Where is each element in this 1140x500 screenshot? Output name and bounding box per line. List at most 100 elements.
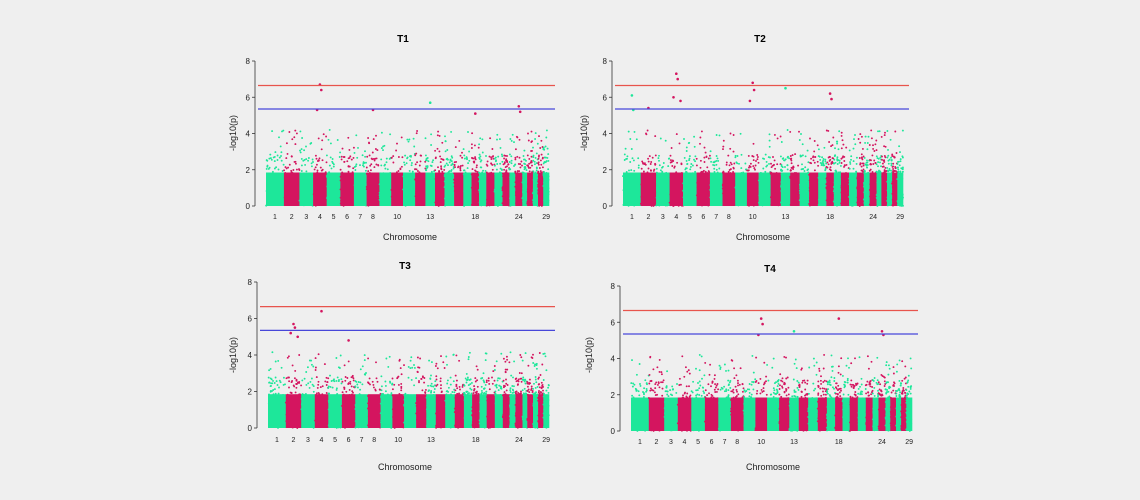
snp-point: [899, 170, 902, 173]
snp-point: [510, 162, 513, 165]
snp-point: [680, 163, 683, 166]
snp-point: [389, 133, 392, 136]
snp-point: [337, 366, 340, 369]
snp-dense-band: [416, 394, 427, 428]
snp-point: [686, 162, 689, 165]
snp-point: [444, 164, 447, 167]
snp-point: [340, 378, 343, 381]
snp-point: [419, 357, 422, 360]
snp-point: [860, 135, 863, 138]
snp-dense-band: [301, 394, 316, 428]
snp-point: [901, 166, 904, 169]
snp-point: [352, 156, 355, 159]
snp-point: [451, 156, 454, 159]
snp-point: [810, 157, 813, 160]
snp-point: [829, 158, 832, 161]
snp-point: [295, 168, 298, 171]
snp-point: [331, 386, 334, 389]
snp-point: [392, 161, 395, 164]
snp-point: [411, 170, 414, 173]
snp-point: [314, 366, 317, 369]
snp-point: [812, 155, 815, 158]
snp-dense-band: [683, 172, 697, 206]
snp-point: [491, 155, 494, 158]
snp-point: [440, 157, 443, 160]
snp-point: [495, 159, 498, 162]
snp-point: [671, 165, 674, 167]
snp-point: [420, 154, 423, 157]
snp-point: [667, 157, 670, 160]
snp-point: [658, 159, 660, 162]
snp-point: [657, 157, 660, 160]
snp-point: [300, 384, 303, 387]
snp-point: [339, 168, 342, 171]
peak-snp-point: [672, 96, 675, 99]
snp-point: [783, 159, 786, 162]
snp-point: [472, 392, 475, 395]
snp-point: [768, 162, 770, 165]
snp-point: [407, 365, 410, 368]
snp-point: [351, 375, 354, 378]
snp-point: [816, 160, 819, 163]
snp-point: [355, 134, 358, 137]
snp-point: [317, 391, 320, 394]
snp-point: [269, 157, 272, 160]
snp-point: [659, 169, 662, 172]
snp-point: [476, 368, 479, 371]
snp-point: [409, 159, 412, 162]
snp-point: [531, 149, 533, 152]
snp-point: [473, 385, 476, 388]
snp-point: [367, 137, 370, 139]
snp-point: [397, 170, 400, 172]
snp-point: [444, 150, 447, 153]
snp-point: [301, 379, 304, 382]
snp-point: [654, 163, 657, 166]
snp-point: [398, 359, 401, 362]
snp-point: [346, 377, 349, 379]
snp-point: [380, 385, 383, 388]
peak-snp-point: [518, 110, 522, 114]
snp-point: [286, 152, 289, 155]
snp-point: [722, 139, 725, 142]
snp-point: [279, 381, 282, 384]
snp-point: [459, 154, 462, 157]
snp-dense-band: [283, 172, 300, 206]
snp-point: [693, 158, 695, 161]
snp-point: [717, 159, 720, 162]
snp-point: [436, 134, 439, 137]
snp-dense-band: [463, 394, 473, 428]
snp-point: [797, 164, 800, 167]
snp-point: [693, 145, 696, 148]
snp-point: [479, 137, 482, 140]
snp-point: [474, 156, 477, 159]
snp-point: [316, 169, 319, 172]
snp-point: [637, 157, 640, 160]
y-tick-label: 0: [246, 202, 251, 211]
snp-point: [709, 157, 712, 160]
snp-point: [452, 380, 455, 383]
snp-dense-band: [454, 394, 465, 428]
snp-point: [497, 155, 500, 158]
chromosome-tick-label: 10: [393, 214, 401, 221]
snp-point: [834, 169, 837, 172]
y-tick-label: 6: [603, 93, 608, 102]
snp-point: [393, 383, 396, 386]
snp-point: [534, 132, 537, 135]
snp-point: [287, 376, 290, 379]
snp-point: [873, 159, 876, 162]
snp-point: [729, 147, 732, 150]
snp-point: [804, 166, 807, 169]
snp-point: [285, 167, 288, 170]
chromosome-tick-label: 7: [714, 214, 718, 221]
snp-point: [888, 167, 891, 170]
snp-point: [678, 142, 681, 145]
snp-point: [627, 130, 630, 133]
snp-point: [275, 380, 278, 383]
snp-point: [801, 163, 803, 166]
snp-point: [888, 158, 891, 161]
snp-dense-band: [515, 172, 523, 206]
snp-dense-band: [266, 172, 285, 206]
snp-point: [506, 160, 508, 162]
snp-point: [363, 359, 366, 362]
snp-point: [886, 130, 889, 132]
